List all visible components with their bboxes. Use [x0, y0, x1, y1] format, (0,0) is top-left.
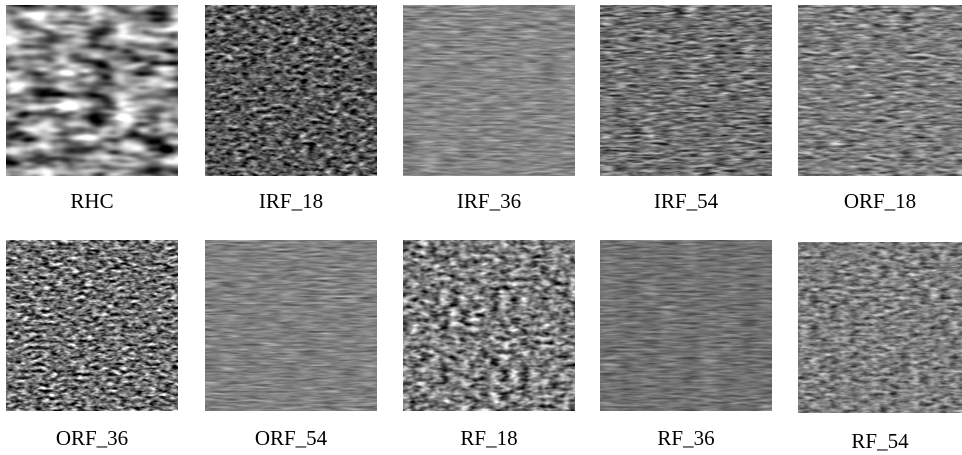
panel-label: ORF_54 — [255, 426, 328, 450]
texture-image — [6, 240, 178, 411]
panel-label: RF_18 — [460, 426, 517, 450]
panel-label: RHC — [70, 189, 113, 213]
figure: RHC IRF_18 IRF_36 IRF_54 ORF_18 ORF_36 ORF_54 R… — [0, 0, 962, 455]
texture-image — [403, 240, 575, 411]
texture-image — [403, 5, 575, 176]
texture-image — [6, 5, 178, 176]
texture-image — [600, 240, 772, 411]
panel-label: RF_36 — [657, 426, 714, 450]
panel-label: ORF_36 — [56, 426, 128, 450]
texture-image — [205, 240, 377, 411]
texture-image — [798, 242, 962, 413]
texture-image — [205, 5, 377, 176]
panel-label: ORF_18 — [844, 189, 916, 213]
texture-image — [600, 5, 772, 176]
panel-label: IRF_36 — [457, 189, 521, 213]
panel-label: IRF_54 — [654, 189, 719, 213]
panel-label: IRF_18 — [259, 189, 323, 213]
panel-label: RF_54 — [851, 429, 909, 453]
texture-image — [798, 5, 962, 176]
